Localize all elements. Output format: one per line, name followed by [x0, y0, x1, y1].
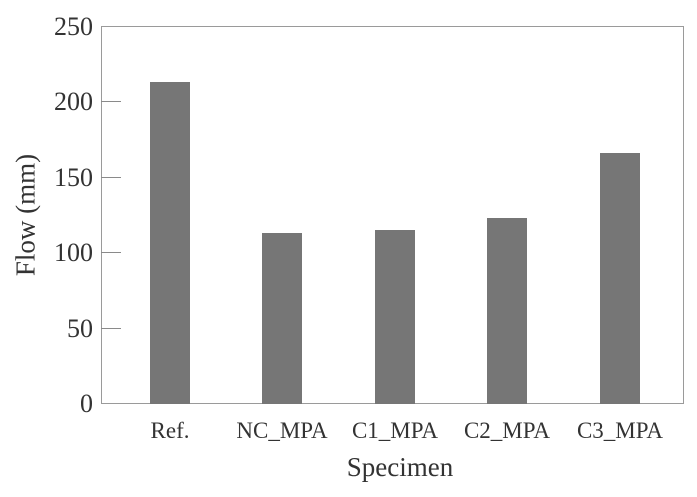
- y-tick-label: 100: [54, 238, 93, 267]
- y-tick-200: [101, 101, 121, 102]
- bar-c2-mpa: [487, 218, 527, 404]
- y-tick-label: 150: [54, 163, 93, 192]
- x-tick-label: NC_MPA: [236, 418, 328, 443]
- y-tick-50: [101, 328, 121, 329]
- y-tick-100: [101, 252, 121, 253]
- y-axis-title: Flow (mm): [10, 153, 41, 277]
- x-tick-label: C1_MPA: [351, 418, 439, 443]
- x-axis-title: Specimen: [346, 452, 454, 482]
- y-tick-label: 50: [67, 314, 93, 343]
- x-tick-label: Ref.: [150, 418, 190, 443]
- y-tick-label: 250: [54, 12, 93, 41]
- y-tick-label: 0: [80, 389, 93, 418]
- y-tick-label: 200: [54, 87, 93, 116]
- x-tick-label: C3_MPA: [576, 418, 664, 443]
- bar-nc-mpa: [262, 233, 302, 404]
- y-tick-150: [101, 177, 121, 178]
- bar-c1-mpa: [375, 230, 415, 404]
- bar-ref: [150, 81, 190, 404]
- bar-c3-mpa: [600, 153, 640, 404]
- x-tick-label: C2_MPA: [463, 418, 551, 443]
